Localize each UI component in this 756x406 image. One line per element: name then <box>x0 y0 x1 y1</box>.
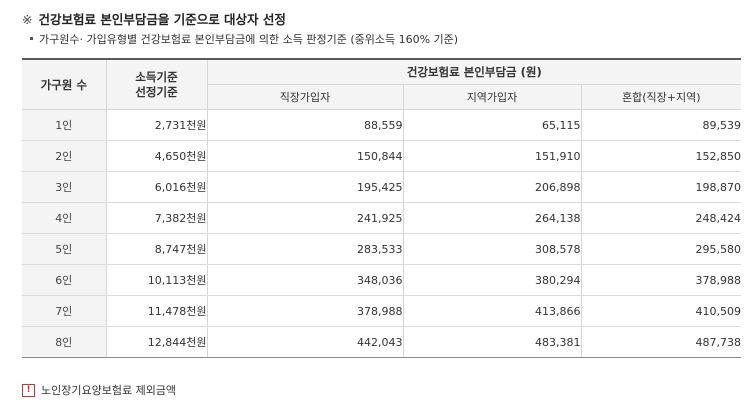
workplace-premium-cell: 348,036 <box>206 264 403 296</box>
header-income-criteria: 소득기준 선정기준 <box>105 58 207 110</box>
income-cell: 8,747천원 <box>105 233 207 265</box>
income-cell: 4,650천원 <box>105 140 207 172</box>
table-row: 2인 4,650천원 150,844 151,910 152,850 <box>22 140 742 172</box>
income-criteria-table: 가구원 수 소득기준 선정기준 건강보험료 본인부담금 (원) 직장가입자 지역가… <box>22 58 742 358</box>
household-size-cell: 7인 <box>22 295 106 327</box>
warning-icon: ! <box>22 383 35 397</box>
mixed-premium-cell: 410,509 <box>580 295 742 327</box>
header-income-line1: 소득기준 <box>135 69 178 84</box>
header-premium-group: 건강보험료 본인부담금 (원) <box>206 58 742 85</box>
household-size-cell: 1인 <box>22 109 106 141</box>
workplace-premium-cell: 378,988 <box>206 295 403 327</box>
income-cell: 10,113천원 <box>105 264 207 296</box>
section-subtitle: 가구원수· 가입유형별 건강보험료 본인부담금에 의한 소득 판정기준 (중위소… <box>30 31 458 47</box>
regional-premium-cell: 264,138 <box>402 202 581 234</box>
income-cell: 2,731천원 <box>105 109 207 141</box>
mixed-premium-cell: 152,850 <box>580 140 742 172</box>
household-size-cell: 3인 <box>22 171 106 203</box>
household-size-cell: 2인 <box>22 140 106 172</box>
header-income-line2: 선정기준 <box>135 84 178 99</box>
table-row: 6인 10,113천원 348,036 380,294 378,988 <box>22 264 742 296</box>
table-row: 7인 11,478천원 378,988 413,866 410,509 <box>22 295 742 327</box>
section-subtitle-text: 가구원수· 가입유형별 건강보험료 본인부담금에 의한 소득 판정기준 (중위소… <box>39 33 459 46</box>
header-mixed: 혼합(직장+지역) <box>580 84 742 110</box>
workplace-premium-cell: 442,043 <box>206 326 403 358</box>
regional-premium-cell: 151,910 <box>402 140 581 172</box>
regional-premium-cell: 413,866 <box>402 295 581 327</box>
header-workplace: 직장가입자 <box>206 84 403 110</box>
workplace-premium-cell: 150,844 <box>206 140 403 172</box>
footnote-text: 노인장기요양보험료 제외금액 <box>41 384 177 397</box>
household-size-cell: 5인 <box>22 233 106 265</box>
header-regional: 지역가입자 <box>402 84 581 110</box>
regional-premium-cell: 206,898 <box>402 171 581 203</box>
bullet-icon <box>30 36 33 40</box>
regional-premium-cell: 380,294 <box>402 264 581 296</box>
income-cell: 12,844천원 <box>105 326 207 358</box>
mixed-premium-cell: 487,738 <box>580 326 742 358</box>
mixed-premium-cell: 89,539 <box>580 109 742 141</box>
table-row: 1인 2,731천원 88,559 65,115 89,539 <box>22 109 742 141</box>
regional-premium-cell: 65,115 <box>402 109 581 141</box>
household-size-cell: 8인 <box>22 326 106 358</box>
table-row: 8인 12,844천원 442,043 483,381 487,738 <box>22 326 742 358</box>
regional-premium-cell: 483,381 <box>402 326 581 358</box>
mixed-premium-cell: 248,424 <box>580 202 742 234</box>
footnote: ! 노인장기요양보험료 제외금액 <box>22 382 176 398</box>
mixed-premium-cell: 378,988 <box>580 264 742 296</box>
section-title: ※ 건강보험료 본인부담금을 기준으로 대상자 선정 <box>22 9 286 28</box>
header-household-size: 가구원 수 <box>22 58 106 110</box>
mixed-premium-cell: 198,870 <box>580 171 742 203</box>
income-cell: 6,016천원 <box>105 171 207 203</box>
income-cell: 7,382천원 <box>105 202 207 234</box>
workplace-premium-cell: 195,425 <box>206 171 403 203</box>
mixed-premium-cell: 295,580 <box>580 233 742 265</box>
table-row: 3인 6,016천원 195,425 206,898 198,870 <box>22 171 742 203</box>
table-row: 5인 8,747천원 283,533 308,578 295,580 <box>22 233 742 265</box>
household-size-cell: 4인 <box>22 202 106 234</box>
reference-mark-icon: ※ <box>22 12 33 27</box>
workplace-premium-cell: 241,925 <box>206 202 403 234</box>
income-cell: 11,478천원 <box>105 295 207 327</box>
workplace-premium-cell: 88,559 <box>206 109 403 141</box>
section-title-text: 건강보험료 본인부담금을 기준으로 대상자 선정 <box>38 12 286 27</box>
household-size-cell: 6인 <box>22 264 106 296</box>
table-row: 4인 7,382천원 241,925 264,138 248,424 <box>22 202 742 234</box>
workplace-premium-cell: 283,533 <box>206 233 403 265</box>
regional-premium-cell: 308,578 <box>402 233 581 265</box>
